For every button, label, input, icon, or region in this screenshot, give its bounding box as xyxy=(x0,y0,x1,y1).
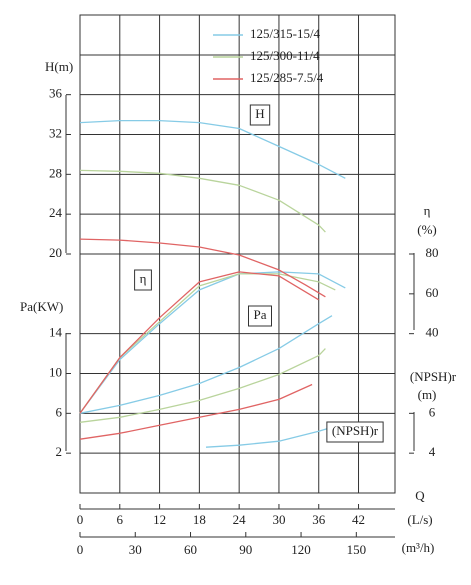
y-tick-label: 20 xyxy=(49,245,62,260)
x-tick-label: 24 xyxy=(233,512,247,527)
x2-axis-unit: (m³/h) xyxy=(402,540,435,555)
y-tick-label: 2 xyxy=(56,444,63,459)
eta-axis-unit: (%) xyxy=(417,222,437,237)
pa-curve xyxy=(79,315,333,414)
pa-curve xyxy=(79,348,326,423)
x2-tick-label: 90 xyxy=(239,542,252,557)
eta-axis-label: η xyxy=(424,203,431,218)
y-tick-label: 10 xyxy=(49,364,62,379)
x2-tick-label: 60 xyxy=(184,542,197,557)
x-tick-label: 36 xyxy=(312,512,326,527)
legend-label: 125/315-15/4 xyxy=(250,26,321,41)
x-axis-label: Q xyxy=(415,488,425,503)
curve-label-box xyxy=(134,269,152,291)
h-curve xyxy=(79,238,326,298)
legend-label: 125/300-11/4 xyxy=(250,48,320,63)
pa-axis-label: Pa(KW) xyxy=(20,299,63,314)
curve-label-box xyxy=(326,421,384,443)
x-tick-label: 30 xyxy=(272,512,285,527)
x2-tick-label: 30 xyxy=(129,542,142,557)
npsh-axis-label: (NPSH)r xyxy=(410,369,457,384)
y-tick-label: 32 xyxy=(49,125,62,140)
x2-tick-label: 150 xyxy=(347,542,367,557)
y-tick-label: 14 xyxy=(49,325,63,340)
y-tick-label: 28 xyxy=(49,165,62,180)
x-tick-label: 12 xyxy=(153,512,166,527)
eta-curve xyxy=(79,271,346,414)
pa-curve xyxy=(79,383,313,440)
x-axis-unit: (L/s) xyxy=(407,512,432,527)
y-tick-label: 24 xyxy=(49,205,63,220)
h-curve xyxy=(79,169,326,233)
npsh-curve xyxy=(205,422,346,448)
x2-tick-label: 0 xyxy=(77,542,84,557)
y-tick-label: 6 xyxy=(429,404,436,419)
x-tick-label: 0 xyxy=(77,512,84,527)
curve-label: Pa xyxy=(254,307,267,322)
eta-curve xyxy=(79,271,320,414)
y-tick-label: 36 xyxy=(49,86,63,101)
y-tick-label: 6 xyxy=(56,404,63,419)
curve-label: η xyxy=(140,271,147,286)
y-tick-label: 40 xyxy=(426,325,439,340)
legend-label: 125/285-7.5/4 xyxy=(250,70,324,85)
curve-label: (NPSH)r xyxy=(332,423,379,438)
y-tick-label: 4 xyxy=(429,444,436,459)
y-tick-label: 60 xyxy=(426,285,439,300)
curve-label-box xyxy=(249,104,271,126)
x-tick-label: 42 xyxy=(352,512,365,527)
npsh-axis-unit: (m) xyxy=(418,387,437,402)
h-curve xyxy=(79,119,346,179)
curve-label: H xyxy=(255,106,264,121)
h-axis-label: H(m) xyxy=(45,59,73,74)
y-tick-label: 80 xyxy=(426,245,439,260)
x2-tick-label: 120 xyxy=(291,542,311,557)
curve-label-box xyxy=(248,305,272,327)
x-tick-label: 18 xyxy=(193,512,206,527)
eta-curve xyxy=(79,273,336,414)
x-tick-label: 6 xyxy=(117,512,124,527)
